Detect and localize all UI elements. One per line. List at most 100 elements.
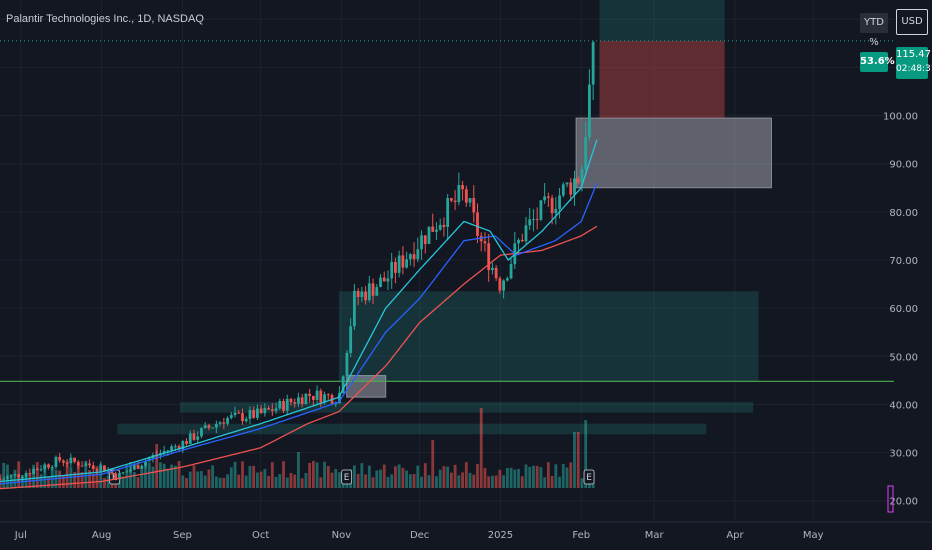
candle-body (386, 278, 390, 282)
zone-red-5 (599, 40, 725, 118)
volume-bar (244, 475, 248, 488)
candle-body (550, 197, 554, 214)
candle-body (338, 392, 341, 404)
candle-body (405, 259, 409, 268)
candle-body (394, 261, 397, 273)
volume-bar (241, 461, 244, 488)
zone-green-2 (117, 423, 707, 435)
volume-bar (297, 452, 300, 488)
candle-body (28, 473, 32, 475)
candle-body (509, 264, 513, 279)
candle-body (352, 290, 356, 327)
candle-body (177, 446, 181, 450)
candle-body (498, 278, 502, 291)
candle-body (110, 470, 114, 474)
ytd-label-badge[interactable]: YTD % (860, 13, 888, 48)
currency-button[interactable]: USD (896, 9, 928, 35)
candle-body (472, 198, 476, 213)
volume-bar (561, 464, 565, 488)
volume-bar (121, 476, 125, 488)
volume-bar (509, 467, 513, 488)
candle-body (449, 198, 453, 201)
volume-bar (554, 464, 558, 488)
volume-bar (394, 466, 397, 488)
candle-body (6, 476, 9, 479)
volume-bar (498, 469, 502, 488)
candle-body (32, 469, 35, 474)
volume-bar (539, 467, 543, 488)
candle-body (573, 178, 576, 195)
volume-bar (255, 472, 259, 488)
symbol-title: Palantir Technologies Inc., 1D, NASDAQ (6, 13, 204, 25)
candle-body (576, 178, 580, 183)
earnings-marker-label: E (586, 473, 592, 483)
candle-body (349, 326, 353, 353)
price-axis[interactable]: 20.00 30.00 40.00 50.00 60.00 70.00 80.00 90.00… (883, 112, 918, 508)
candle-body (539, 200, 543, 220)
volume-bar (99, 463, 103, 488)
volume-bar (259, 471, 263, 488)
volume-bar (323, 461, 326, 488)
volume-bar (214, 476, 218, 488)
candle-body (293, 402, 297, 404)
candle-body (297, 397, 300, 404)
volume-bar (326, 465, 330, 488)
volume-bar (315, 462, 319, 488)
candle-body (162, 450, 166, 454)
time-axis[interactable]: Jul Aug Sep Oct Nov Dec 2025 Feb Mar Apr May (0, 485, 932, 541)
candle-body (95, 469, 99, 471)
candle-body (132, 465, 136, 470)
candle-body (173, 446, 177, 448)
candle-body (181, 441, 185, 450)
time-tick-label: May (803, 530, 824, 541)
candle-body (9, 475, 13, 477)
candle-body (35, 469, 39, 471)
candle-body (259, 408, 263, 414)
candle-body (222, 422, 226, 424)
time-tick-label: Feb (572, 530, 590, 541)
candle-body (88, 463, 91, 466)
earnings-marker-label: E (344, 473, 350, 483)
volume-bar (200, 471, 203, 488)
volume-bar (129, 462, 132, 488)
volume-bar (334, 469, 338, 488)
candle-body (528, 219, 532, 226)
volume-bar (188, 471, 192, 488)
volume-bar (229, 467, 233, 488)
chart-grid (0, 0, 894, 520)
candle-body (136, 465, 140, 469)
candle-body (2, 478, 6, 480)
volume-bar (464, 462, 468, 488)
volume-bar (226, 474, 229, 488)
volume-bar (91, 473, 95, 488)
candle-body (17, 474, 21, 478)
volume-bar (491, 475, 494, 488)
volume-bar (573, 432, 576, 488)
zone-grey-4 (575, 117, 772, 189)
volume-bar (177, 460, 181, 488)
candle-body (20, 476, 24, 478)
candle-body (420, 235, 423, 250)
candle-body (185, 441, 188, 444)
volume-bar (483, 467, 487, 488)
candle-body (494, 267, 498, 279)
candle-body (65, 462, 69, 464)
candle-body (453, 200, 457, 203)
candle-body (554, 208, 558, 214)
candle-body (229, 415, 233, 418)
ytd-value-badge: 53.6% (860, 52, 895, 72)
volume-bar (155, 444, 159, 488)
volume-bar (185, 478, 188, 488)
candle-body (464, 189, 468, 203)
volume-bar (144, 462, 147, 488)
volume-bar (282, 461, 285, 488)
candle-body (308, 393, 312, 396)
earnings-marker (583, 469, 595, 485)
candle-body (166, 450, 170, 452)
volume-bar (502, 475, 506, 488)
volume-bar (427, 475, 431, 488)
volume-bar (211, 465, 215, 488)
candle-body (241, 413, 244, 422)
volume-bar (435, 476, 438, 488)
